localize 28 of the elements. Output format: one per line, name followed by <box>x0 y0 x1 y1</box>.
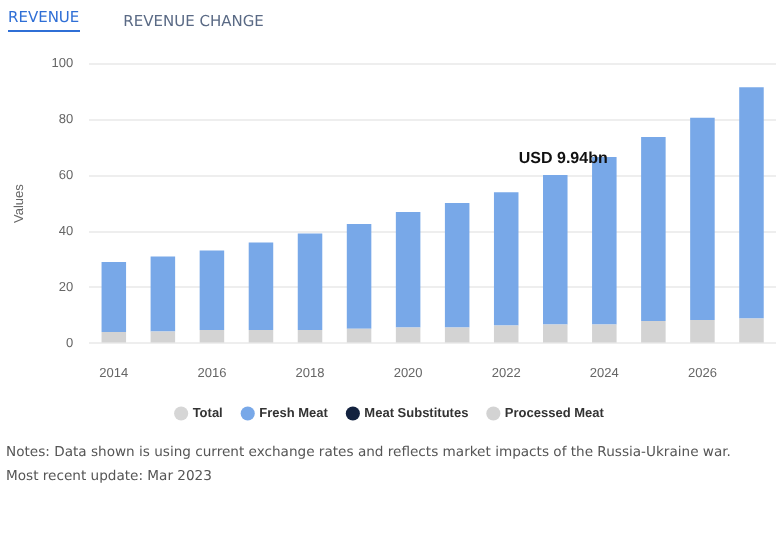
bar <box>739 87 764 319</box>
bar <box>199 329 225 343</box>
bar <box>101 331 127 343</box>
bar <box>395 327 421 343</box>
bar <box>248 242 274 330</box>
bar <box>297 233 323 330</box>
bar <box>493 325 519 343</box>
bar <box>444 327 470 343</box>
bar <box>346 224 372 329</box>
bar <box>592 324 617 343</box>
bar <box>690 319 715 343</box>
bar <box>395 211 421 328</box>
bar <box>641 321 666 343</box>
bar <box>346 328 372 343</box>
bar <box>739 318 764 343</box>
bar <box>101 262 127 332</box>
bar <box>150 331 176 343</box>
bar <box>690 117 715 320</box>
bar <box>641 137 666 322</box>
bar <box>444 203 470 328</box>
bar <box>150 256 176 332</box>
bar <box>543 175 568 325</box>
bar <box>199 250 225 330</box>
bar <box>297 329 323 343</box>
bar <box>248 329 274 343</box>
annotation: USD 9.94bn <box>518 149 608 168</box>
bar <box>543 324 568 343</box>
bar <box>493 192 519 326</box>
